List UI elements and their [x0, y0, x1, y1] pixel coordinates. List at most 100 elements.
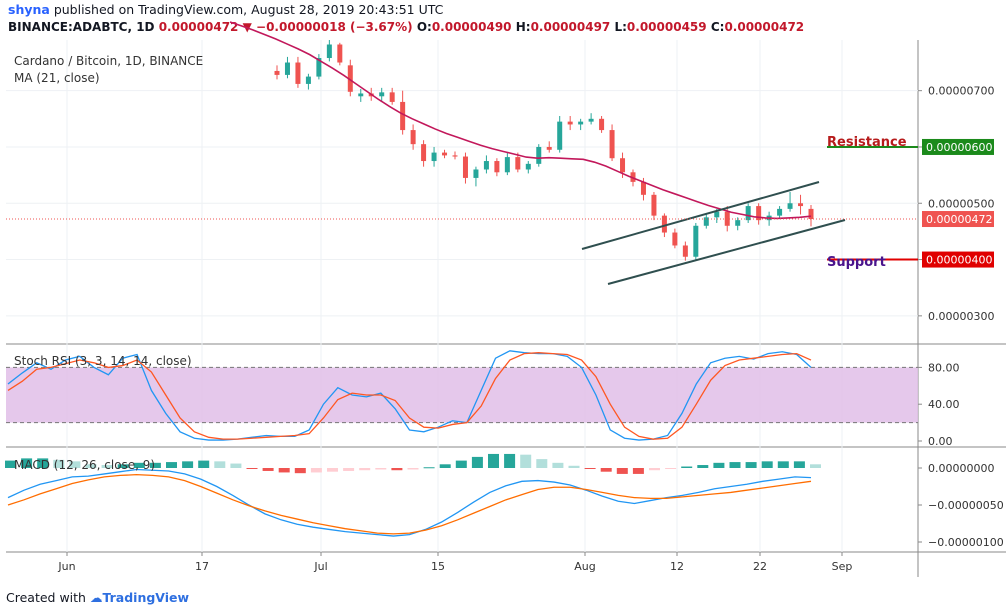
candle-body — [525, 163, 531, 170]
candle-body — [515, 157, 521, 170]
last-price-tag-label: 0.00000472 — [926, 213, 992, 226]
macd-histogram-bar — [246, 468, 258, 469]
x-tick-label: Jun — [57, 560, 75, 573]
candle-body — [494, 161, 500, 173]
candle-body — [578, 121, 584, 125]
ohlc-close: 0.00000472 — [724, 20, 805, 34]
x-tick-label: Sep — [832, 560, 853, 573]
candle-body — [546, 146, 552, 150]
last-price-tag — [922, 211, 994, 228]
macd-histogram-bar — [471, 456, 483, 468]
macd-histogram-bar — [616, 468, 628, 474]
candle-body — [640, 181, 646, 195]
channel-upper-line — [581, 181, 820, 250]
macd-histogram-bar — [665, 468, 677, 469]
created-with-text: Created with — [6, 590, 86, 605]
candle-body — [620, 158, 626, 173]
macd-histogram-bar — [407, 468, 419, 470]
last-price: 0.00000472 — [158, 20, 239, 34]
footer: Created with ☁TradingView — [6, 590, 189, 605]
macd-histogram-bar — [810, 464, 821, 468]
candle-body — [661, 215, 667, 233]
macd-histogram-bar — [649, 468, 660, 471]
stoch-tick-label: 80.00 — [928, 361, 960, 374]
candle-body — [379, 92, 385, 97]
candle-body — [599, 118, 605, 131]
candle-body — [400, 101, 406, 131]
support-price-tag — [922, 251, 994, 268]
macd-histogram-bar — [133, 462, 145, 468]
candle-body — [483, 161, 489, 170]
candle-body — [452, 155, 458, 157]
macd-histogram-bar — [632, 468, 644, 474]
macd-histogram-bar — [262, 468, 274, 471]
author-name[interactable]: shyna — [8, 2, 50, 17]
publish-line: shyna published on TradingView.com, Augu… — [8, 2, 443, 17]
ohlc-h-label: H: — [515, 20, 531, 34]
ohlc-low: 0.00000459 — [626, 20, 707, 34]
macd-histogram-bar — [552, 462, 564, 468]
ohlc-high: 0.00000497 — [530, 20, 611, 34]
resistance-price-tag-label: 0.00000600 — [926, 141, 992, 154]
candle-body — [756, 206, 762, 221]
macd-histogram-bar — [278, 468, 290, 473]
macd-histogram-bar — [584, 468, 596, 469]
stoch-k-line — [7, 350, 812, 441]
candle-body — [421, 144, 427, 162]
macd-tick-label: −0.00000100 — [928, 536, 1004, 549]
tradingview-brand[interactable]: TradingView — [102, 590, 190, 605]
macd-histogram-bar — [504, 453, 516, 468]
macd-histogram-bar — [423, 467, 435, 469]
candle-body — [745, 206, 751, 221]
candle-body — [714, 211, 720, 218]
macd-histogram-bar — [761, 461, 773, 468]
macd-histogram-bar — [793, 461, 805, 468]
publish-info: published on TradingView.com, August 28,… — [53, 2, 444, 17]
candle-body — [588, 118, 594, 122]
resistance-label: Resistance — [827, 135, 907, 150]
macd-histogram-bar — [729, 462, 741, 468]
tradingview-logo-icon: ☁ — [89, 590, 103, 605]
support-price-tag-label: 0.00000400 — [926, 254, 992, 267]
macd-histogram-bar — [182, 461, 194, 468]
macd-histogram-bar — [53, 459, 65, 468]
macd-histogram-bar — [101, 465, 113, 468]
candle-body — [358, 93, 364, 97]
ma-line — [229, 21, 812, 220]
candle-body — [682, 245, 688, 257]
macd-histogram-bar — [85, 464, 97, 468]
x-tick-label: Jul — [313, 560, 327, 573]
macd-histogram-bar — [327, 468, 338, 472]
macd-histogram-bar — [166, 462, 177, 468]
candle-body — [557, 121, 563, 150]
ohlc-l-label: L: — [614, 20, 627, 34]
candle-body — [735, 220, 741, 226]
candle-body — [284, 62, 290, 75]
macd-histogram-bar — [214, 461, 226, 468]
candle-body — [724, 211, 730, 226]
candle-body — [316, 58, 322, 77]
stoch-tick-label: 40.00 — [928, 398, 960, 411]
candle-body — [442, 152, 448, 156]
candle-body — [703, 217, 709, 226]
x-tick-label: 17 — [195, 560, 209, 573]
candle-body — [473, 169, 479, 178]
support-label: Support — [827, 255, 886, 270]
candle-body — [295, 62, 301, 84]
down-arrow-icon: ▼ — [242, 20, 252, 34]
candle-body — [326, 44, 332, 59]
candle-body — [337, 44, 343, 63]
candle-body — [504, 157, 510, 173]
macd-histogram-bar — [713, 462, 725, 468]
stoch-tick-label: 0.00 — [928, 435, 953, 448]
x-tick-label: Aug — [574, 560, 595, 573]
macd-signal-line — [7, 474, 812, 535]
candle-body — [651, 194, 657, 216]
macd-histogram-bar — [69, 461, 81, 468]
macd-histogram-bar — [117, 464, 129, 468]
macd-histogram-bar — [5, 460, 16, 468]
x-tick-label: 12 — [670, 560, 684, 573]
candle-body — [274, 70, 280, 75]
stoch-band — [6, 367, 918, 423]
